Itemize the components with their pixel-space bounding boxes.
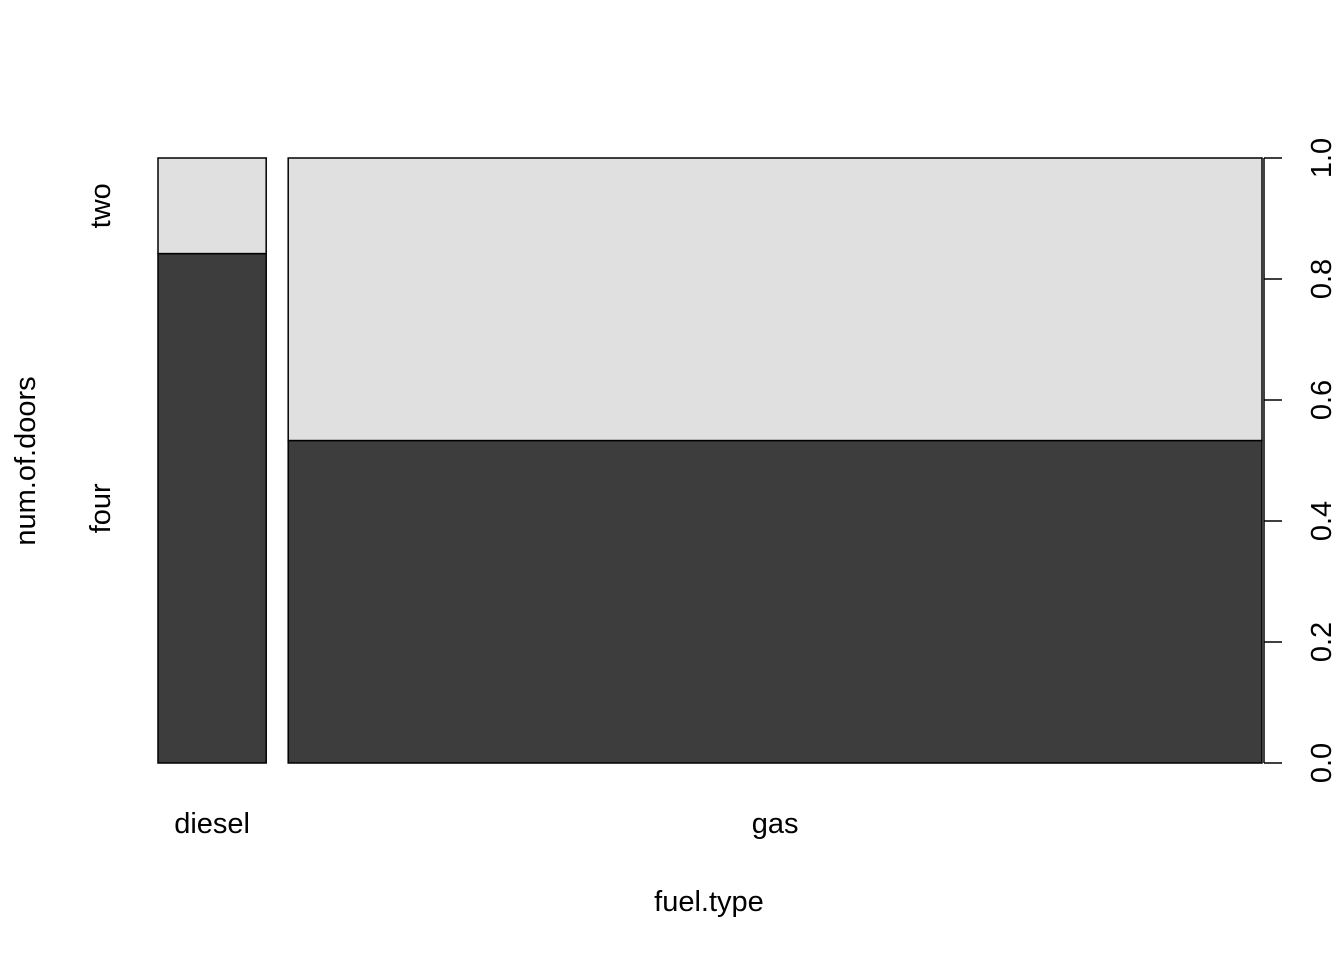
bars-group: [157, 157, 1263, 764]
y-tick-label-0.8: 0.8: [1306, 259, 1338, 299]
y-axis: 0.0 0.2 0.4 0.6 0.8 1.0: [1263, 138, 1338, 783]
x-axis-label: fuel.type: [654, 886, 764, 918]
y-tick-label-1.0: 1.0: [1306, 138, 1338, 178]
bar-segment-gas-two: [287, 157, 1263, 442]
level-labels: four two: [85, 183, 117, 533]
x-tick-label-diesel: diesel: [174, 808, 250, 840]
level-label-four: four: [85, 483, 117, 533]
y-tick-label-0.6: 0.6: [1306, 380, 1338, 420]
y-tick-label-0.2: 0.2: [1306, 622, 1338, 662]
level-label-two: two: [85, 183, 117, 228]
bar-segment-diesel-four: [157, 252, 267, 764]
y-axis-label: num.of.doors: [10, 376, 42, 545]
x-tick-label-gas: gas: [752, 808, 799, 840]
y-tick-label-0.4: 0.4: [1306, 501, 1338, 541]
x-tick-labels: diesel gas: [174, 808, 798, 840]
bar-segment-diesel-two: [157, 157, 267, 255]
y-tick-label-0.0: 0.0: [1306, 743, 1338, 783]
bar-segment-gas-four: [287, 439, 1263, 764]
